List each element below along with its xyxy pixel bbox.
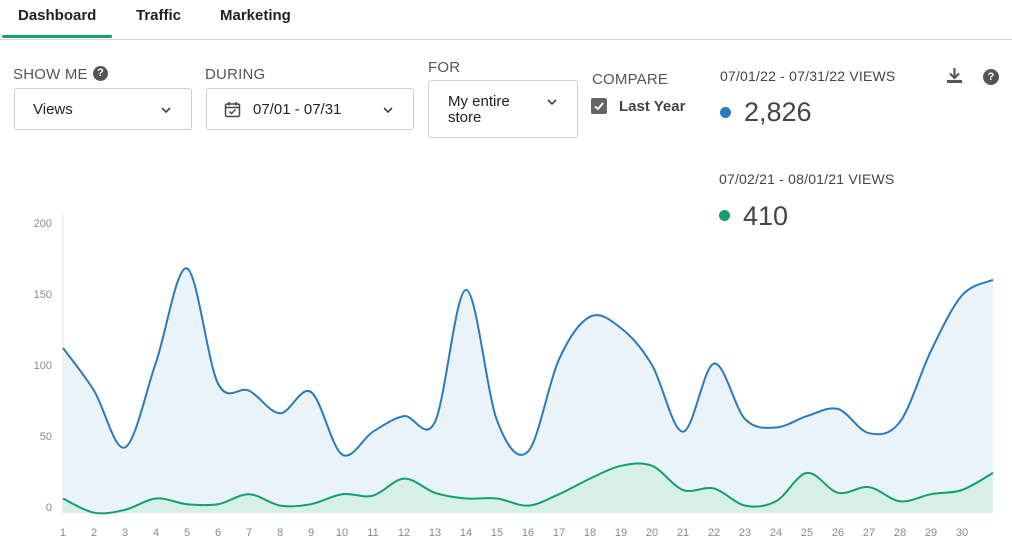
- show-me-value: Views: [33, 101, 73, 118]
- for-label: FOR: [428, 59, 461, 76]
- previous-series-area: [63, 463, 993, 514]
- tab-dashboard[interactable]: Dashboard: [1, 7, 113, 38]
- show-me-label: SHOW ME: [13, 66, 88, 83]
- x-tick-label: 26: [832, 527, 844, 539]
- x-tick-label: 1: [60, 527, 66, 539]
- checkmark-icon: [594, 102, 604, 111]
- date-range-value: 07/01 - 07/31: [253, 101, 342, 118]
- during-label: DURING: [205, 66, 266, 83]
- x-tick-label: 20: [646, 527, 658, 539]
- download-icon[interactable]: [946, 67, 963, 84]
- y-tick-label: 50: [40, 431, 52, 443]
- x-tick-label: 30: [956, 527, 968, 539]
- x-tick-label: 5: [184, 527, 190, 539]
- show-me-select[interactable]: Views: [14, 88, 192, 130]
- previous-series-dot: [719, 210, 730, 221]
- current-period-label: 07/01/22 - 07/31/22 VIEWS: [720, 68, 896, 84]
- help-icon[interactable]: ?: [93, 66, 108, 81]
- x-tick-label: 7: [246, 527, 252, 539]
- tab-bar: Dashboard Traffic Marketing: [0, 0, 1012, 40]
- tab-traffic[interactable]: Traffic: [136, 7, 182, 24]
- y-tick-label: 200: [34, 218, 52, 230]
- current-series-dot: [720, 107, 731, 118]
- x-tick-label: 9: [308, 527, 314, 539]
- y-tick-label: 100: [34, 360, 52, 372]
- x-tick-label: 3: [122, 527, 128, 539]
- x-tick-label: 21: [677, 527, 689, 539]
- x-tick-label: 25: [801, 527, 813, 539]
- compare-checkbox[interactable]: [591, 98, 607, 114]
- x-tick-label: 12: [398, 527, 410, 539]
- x-tick-label: 11: [367, 527, 378, 539]
- x-tick-label: 28: [894, 527, 906, 539]
- compare-option-label[interactable]: Last Year: [619, 98, 686, 115]
- chevron-down-icon: [547, 99, 557, 106]
- previous-series-line: [62, 462, 994, 515]
- x-tick-label: 10: [336, 527, 348, 539]
- store-select[interactable]: My entire store: [428, 80, 578, 138]
- y-tick-label: 150: [34, 289, 52, 301]
- x-tick-label: 29: [925, 527, 937, 539]
- x-tick-label: 23: [739, 527, 751, 539]
- previous-period-value: 410: [743, 201, 789, 231]
- x-tick-label: 4: [153, 527, 159, 539]
- x-tick-label: 8: [277, 527, 283, 539]
- date-range-select[interactable]: 07/01 - 07/31: [206, 88, 414, 130]
- help-icon[interactable]: ?: [983, 69, 999, 85]
- tab-marketing[interactable]: Marketing: [220, 7, 291, 24]
- x-tick-label: 2: [91, 527, 97, 539]
- x-tick-label: 13: [429, 527, 441, 539]
- x-tick-label: 17: [553, 527, 565, 539]
- chevron-down-icon: [383, 107, 393, 114]
- current-series-line: [62, 267, 994, 457]
- x-tick-label: 14: [460, 527, 472, 539]
- current-period-value: 2,826: [744, 97, 812, 127]
- x-tick-label: 22: [708, 527, 720, 539]
- calendar-icon: [224, 102, 241, 118]
- previous-period-label: 07/02/21 - 08/01/21 VIEWS: [719, 171, 895, 187]
- x-tick-label: 6: [215, 527, 221, 539]
- store-value-line2: store: [448, 109, 482, 126]
- x-tick-label: 15: [491, 527, 503, 539]
- store-value-line1: My entire: [448, 93, 510, 110]
- y-tick-label: 0: [46, 502, 52, 514]
- x-tick-label: 27: [863, 527, 875, 539]
- current-series-area: [63, 268, 993, 513]
- x-tick-label: 18: [584, 527, 596, 539]
- x-tick-label: 16: [522, 527, 534, 539]
- x-tick-label: 19: [615, 527, 627, 539]
- chevron-down-icon: [161, 107, 171, 114]
- x-tick-label: 24: [770, 527, 782, 539]
- compare-label: COMPARE: [592, 71, 669, 88]
